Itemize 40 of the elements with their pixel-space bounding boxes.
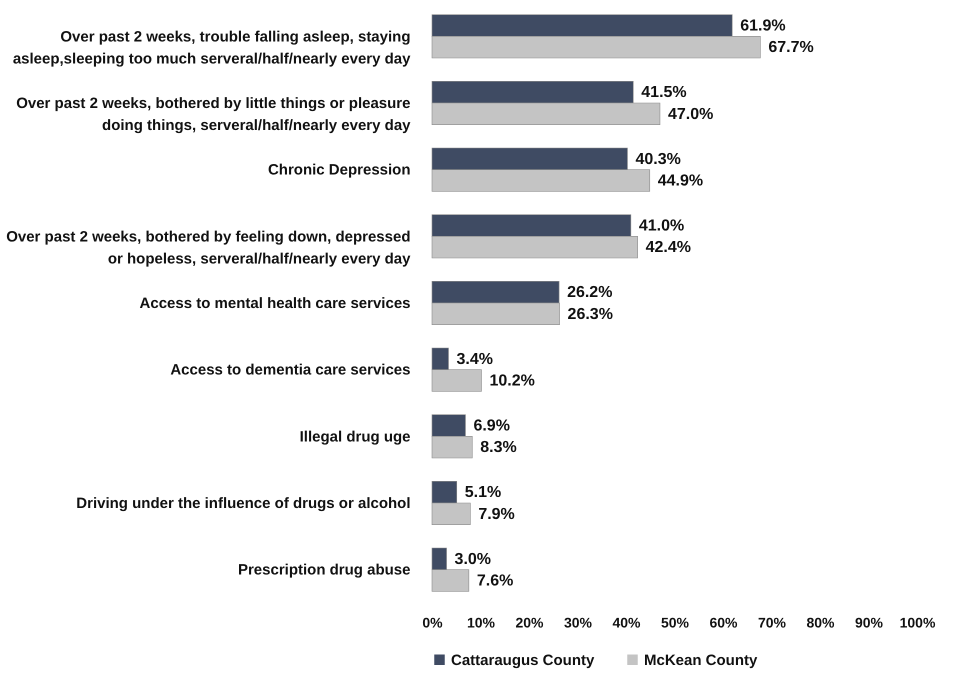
- y-tick-label: Prescription drug abuse: [238, 562, 410, 579]
- data-label: 67.7%: [768, 39, 814, 56]
- legend-label: Cattaraugus County: [451, 652, 595, 669]
- data-label: 10.2%: [489, 372, 535, 390]
- data-label: 42.4%: [646, 239, 692, 256]
- data-label: 61.9%: [740, 18, 786, 34]
- y-tick-label: Illegal drug uge: [300, 428, 410, 446]
- x-tick-label: 40%: [612, 614, 642, 630]
- data-label: 5.1%: [464, 484, 502, 502]
- legend-label: McKean County: [644, 652, 758, 669]
- data-label: 6.9%: [473, 418, 510, 434]
- y-tick-label: Over past 2 weeks, bothered by little things or pleasure doing things, serveral/half/nearly every day: [16, 95, 412, 134]
- x-tick-label: 50%: [660, 614, 690, 630]
- data-label: 44.9%: [658, 172, 704, 190]
- data-label: 26.3%: [568, 306, 613, 323]
- x-tick-label: 70%: [758, 614, 787, 630]
- data-label: 26.2%: [567, 284, 612, 302]
- x-tick-label: 30%: [564, 614, 593, 630]
- data-label: 7.9%: [478, 506, 515, 523]
- x-tick-label: 60%: [709, 614, 738, 630]
- x-tick-label: 100%: [900, 614, 936, 630]
- data-label: 41.0%: [638, 218, 684, 234]
- y-tick-label: Access to mental health care services: [140, 295, 410, 312]
- y-tick-label: Chronic Depression: [268, 162, 410, 179]
- x-tick-label: 10%: [466, 614, 496, 630]
- x-tick-label: 90%: [854, 614, 884, 630]
- x-tick-label: 0%: [422, 614, 444, 630]
- y-tick-label: Access to dementia care services: [170, 362, 410, 379]
- data-label: 7.6%: [476, 572, 514, 590]
- data-label: 3.0%: [454, 550, 492, 568]
- x-tick-label: 20%: [515, 614, 544, 630]
- y-tick-label: Over past 2 weeks, trouble falling asleep, staying asleep,sleeping too much serveral/half/nearly every day: [12, 28, 412, 68]
- y-tick-label: Over past 2 weeks, bothered by feeling down, depressed or hopeless, serveral/half/nearly every day: [6, 228, 412, 268]
- data-label: 41.5%: [641, 84, 687, 102]
- x-tick-label: 80%: [806, 614, 836, 630]
- data-label: 40.3%: [635, 150, 681, 168]
- data-label: 47.0%: [668, 106, 714, 123]
- data-label: 3.4%: [456, 350, 493, 368]
- y-tick-label: Driving under the influence of drugs or alcohol: [76, 495, 410, 512]
- data-label: 8.3%: [480, 439, 517, 456]
